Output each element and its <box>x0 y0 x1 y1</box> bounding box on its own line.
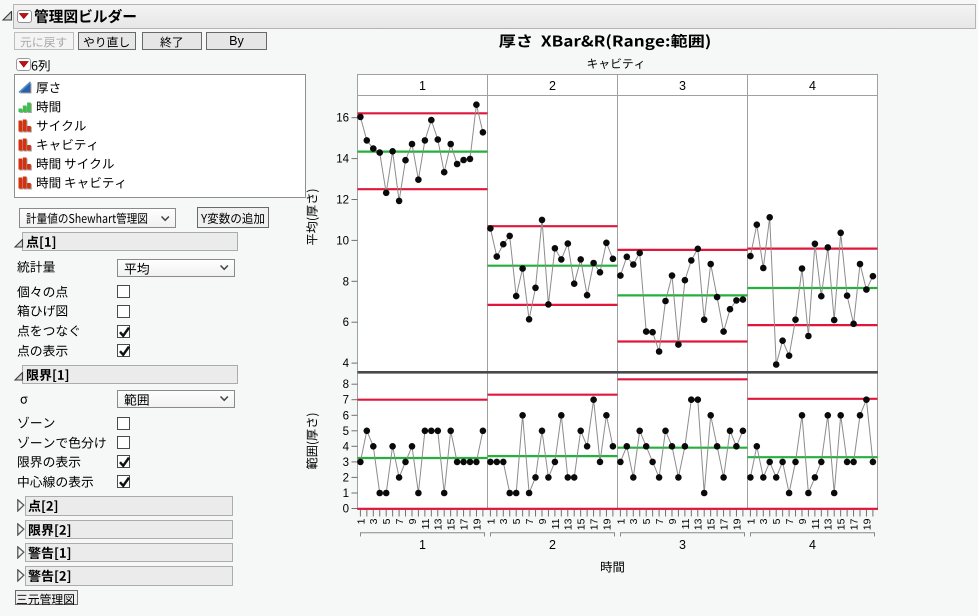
svg-text:15: 15 <box>446 518 458 530</box>
svg-text:1: 1 <box>343 488 349 500</box>
svg-text:11: 11 <box>810 518 822 529</box>
svg-text:11: 11 <box>550 518 562 529</box>
svg-text:4: 4 <box>809 79 816 93</box>
svg-text:5: 5 <box>771 518 783 524</box>
svg-text:7: 7 <box>654 518 666 524</box>
svg-text:6: 6 <box>343 410 349 422</box>
svg-text:17: 17 <box>458 518 470 530</box>
svg-text:4: 4 <box>809 538 816 552</box>
svg-text:8: 8 <box>343 276 349 288</box>
svg-text:1: 1 <box>745 518 757 524</box>
svg-text:12: 12 <box>336 195 349 207</box>
svg-text:9: 9 <box>537 518 549 524</box>
svg-text:14: 14 <box>336 154 349 166</box>
svg-text:3: 3 <box>343 457 349 469</box>
svg-text:3: 3 <box>628 518 640 524</box>
svg-text:2: 2 <box>549 538 556 552</box>
svg-text:5: 5 <box>381 518 393 524</box>
svg-text:9: 9 <box>797 518 809 524</box>
svg-text:1: 1 <box>419 538 426 552</box>
svg-text:1: 1 <box>615 518 627 524</box>
svg-text:16: 16 <box>336 113 349 125</box>
svg-text:9: 9 <box>407 518 419 524</box>
svg-text:19: 19 <box>601 518 613 530</box>
svg-text:8: 8 <box>343 379 349 391</box>
svg-text:17: 17 <box>718 518 730 530</box>
svg-text:7: 7 <box>343 395 349 407</box>
svg-text:0: 0 <box>343 504 349 516</box>
svg-text:13: 13 <box>433 518 445 530</box>
svg-text:1: 1 <box>485 518 497 524</box>
svg-text:1: 1 <box>355 518 367 524</box>
svg-text:15: 15 <box>706 518 718 530</box>
svg-text:17: 17 <box>848 518 860 530</box>
svg-text:2: 2 <box>343 472 349 484</box>
svg-text:19: 19 <box>731 518 743 530</box>
svg-text:17: 17 <box>588 518 600 530</box>
svg-text:4: 4 <box>343 441 350 453</box>
svg-text:5: 5 <box>641 518 653 524</box>
svg-text:19: 19 <box>861 518 873 530</box>
svg-text:5: 5 <box>511 518 523 524</box>
svg-text:19: 19 <box>471 518 483 530</box>
svg-text:3: 3 <box>368 518 380 524</box>
svg-text:7: 7 <box>784 518 796 524</box>
svg-text:3: 3 <box>679 538 686 552</box>
svg-text:10: 10 <box>336 235 349 247</box>
svg-text:15: 15 <box>576 518 588 530</box>
svg-text:11: 11 <box>420 518 432 529</box>
svg-text:4: 4 <box>343 358 350 370</box>
svg-text:1: 1 <box>419 79 426 93</box>
svg-text:15: 15 <box>836 518 848 530</box>
svg-text:3: 3 <box>498 518 510 524</box>
svg-text:11: 11 <box>680 518 692 529</box>
svg-text:13: 13 <box>823 518 835 530</box>
svg-text:3: 3 <box>758 518 770 524</box>
svg-text:13: 13 <box>693 518 705 530</box>
svg-text:2: 2 <box>549 79 556 93</box>
svg-text:3: 3 <box>679 79 686 93</box>
svg-text:7: 7 <box>524 518 536 524</box>
svg-text:6: 6 <box>343 317 349 329</box>
svg-text:7: 7 <box>394 518 406 524</box>
svg-text:13: 13 <box>563 518 575 530</box>
svg-text:9: 9 <box>667 518 679 524</box>
svg-text:5: 5 <box>343 426 349 438</box>
